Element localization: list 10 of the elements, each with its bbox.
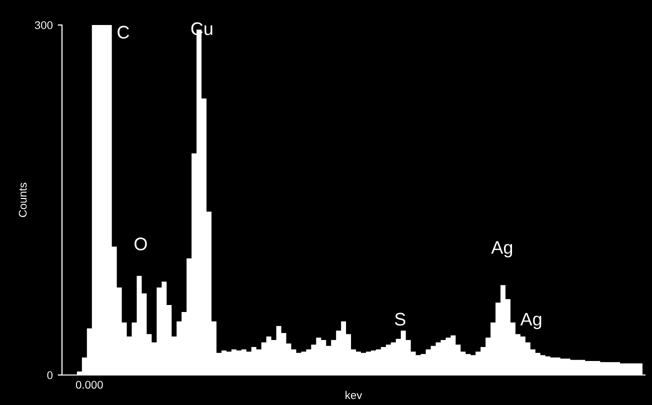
y-tick-label: 300 bbox=[34, 21, 53, 30]
annotation: C bbox=[118, 26, 130, 39]
x-tick-label: 0.000 bbox=[76, 380, 103, 389]
x-axis-title: kev bbox=[346, 390, 362, 400]
y-axis-title: Counts bbox=[18, 182, 27, 218]
annotation: S bbox=[394, 312, 406, 326]
y-tick-label: 0 bbox=[47, 371, 53, 380]
annotation: O bbox=[134, 238, 147, 250]
annotation: Ag bbox=[520, 312, 542, 330]
annotation: Ag bbox=[491, 241, 512, 258]
